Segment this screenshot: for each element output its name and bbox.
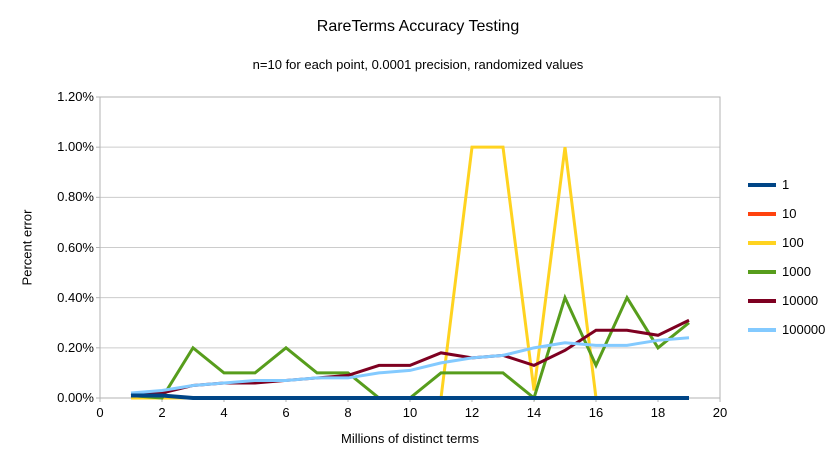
legend-item-1: 1: [748, 170, 836, 199]
series-line-100: [131, 145, 689, 400]
legend-label: 100: [782, 235, 804, 250]
x-tick-label: 8: [344, 405, 352, 420]
x-tick-label: 20: [712, 405, 728, 420]
legend-swatch: [748, 298, 776, 303]
y-tick-label: 1.00%: [57, 139, 94, 155]
series-line-1: [131, 393, 689, 400]
legend-item-100000: 100000: [748, 315, 836, 344]
y-tick-label: 0.40%: [57, 289, 94, 305]
x-tick-label: 2: [158, 405, 166, 420]
x-tick-label: 10: [402, 405, 418, 420]
legend-label: 1: [782, 177, 790, 192]
x-axis-title: Millions of distinct terms: [341, 431, 479, 446]
legend-label: 1000: [782, 264, 811, 279]
legend: 1 10 100 1000 10000 100000: [748, 170, 836, 344]
legend-item-10: 10: [748, 199, 836, 228]
legend-item-10000: 10000: [748, 286, 836, 315]
x-tick-label: 4: [220, 405, 228, 420]
chart-subtitle: n=10 for each point, 0.0001 precision, r…: [252, 57, 584, 72]
series-line-100000: [130, 336, 690, 395]
y-tick-label: 0.00%: [57, 390, 94, 405]
legend-swatch: [748, 211, 776, 216]
legend-swatch: [748, 269, 776, 274]
legend-swatch: [748, 327, 776, 332]
legend-label: 10: [782, 206, 797, 221]
legend-swatch: [748, 240, 776, 245]
legend-label: 100000: [782, 322, 826, 337]
x-tick-label: 12: [464, 405, 480, 420]
y-tick-label: 1.20%: [57, 89, 94, 104]
x-tick-label: 16: [588, 405, 604, 420]
x-tick-label: 0: [96, 405, 104, 420]
legend-item-100: 100: [748, 228, 836, 257]
x-tick-label: 18: [650, 405, 666, 420]
y-axis-title: Percent error: [19, 209, 35, 286]
x-tick-label: 6: [282, 405, 290, 420]
y-tick-label: 0.20%: [57, 339, 94, 355]
chart-title: RareTerms Accuracy Testing: [316, 18, 520, 35]
x-tick-label: 14: [526, 405, 542, 420]
legend-swatch: [748, 182, 776, 187]
y-tick-label: 0.80%: [57, 189, 94, 205]
legend-item-1000: 1000: [748, 257, 836, 286]
legend-label: 10000: [782, 293, 819, 308]
y-tick-label: 0.60%: [57, 239, 94, 255]
